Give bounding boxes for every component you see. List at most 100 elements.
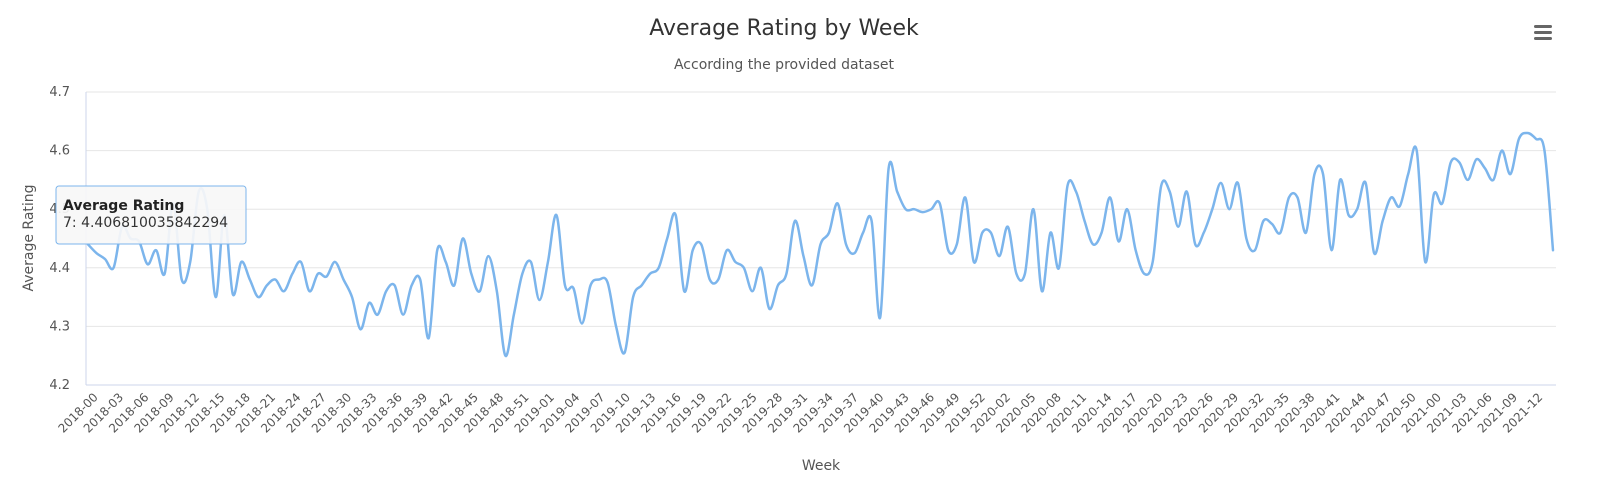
data-point: [1031, 207, 1035, 211]
data-point: [401, 313, 405, 317]
data-point: [273, 278, 277, 282]
data-point: [606, 280, 610, 284]
data-point: [1304, 231, 1308, 235]
data-point: [1406, 172, 1410, 176]
data-point: [1244, 237, 1248, 241]
data-point: [1398, 204, 1402, 208]
data-point: [776, 283, 780, 287]
data-point: [469, 272, 473, 276]
data-point: [580, 321, 584, 325]
data-point: [452, 283, 456, 287]
series-line-average-rating[interactable]: [86, 131, 1555, 357]
data-point: [861, 231, 865, 235]
data-point: [895, 190, 899, 194]
data-point: [1202, 231, 1206, 235]
data-point: [1159, 184, 1163, 188]
data-point: [716, 278, 720, 282]
data-point: [963, 195, 967, 199]
data-point: [103, 257, 107, 261]
data-point: [1355, 207, 1359, 211]
chart-title: Average Rating by Week: [649, 16, 919, 41]
data-point: [1483, 166, 1487, 170]
data-point: [1142, 272, 1146, 276]
data-point: [1423, 260, 1427, 264]
data-point: [1083, 219, 1087, 223]
data-point: [478, 289, 482, 293]
data-point: [1014, 272, 1018, 276]
data-point: [1270, 222, 1274, 226]
series-points: [86, 131, 1555, 358]
data-point: [333, 260, 337, 264]
data-point: [614, 324, 618, 328]
data-point: [691, 248, 695, 252]
data-point: [1551, 248, 1555, 252]
data-point: [342, 278, 346, 282]
data-point: [708, 278, 712, 282]
data-point: [1525, 131, 1529, 135]
data-point: [1168, 190, 1172, 194]
data-point: [1057, 266, 1061, 270]
data-point: [989, 231, 993, 235]
data-point: [1176, 225, 1180, 229]
hamburger-menu-icon[interactable]: [1530, 20, 1556, 46]
data-point: [180, 278, 184, 282]
data-point: [486, 254, 490, 258]
data-point: [912, 207, 916, 211]
data-point: [461, 237, 465, 241]
data-point: [512, 313, 516, 317]
data-point: [929, 207, 933, 211]
data-point: [1287, 195, 1291, 199]
data-point: [444, 260, 448, 264]
data-point: [112, 266, 116, 270]
tooltip: Average Rating 7: 4.406810035842294: [55, 185, 247, 245]
data-point: [1091, 242, 1095, 246]
data-point: [1457, 160, 1461, 164]
data-point: [699, 242, 703, 246]
data-point: [376, 313, 380, 317]
data-point: [418, 278, 422, 282]
data-point: [1151, 260, 1155, 264]
data-point: [682, 289, 686, 293]
data-point: [980, 231, 984, 235]
data-point: [793, 219, 797, 223]
data-point: [1321, 172, 1325, 176]
data-point: [657, 266, 661, 270]
data-point: [503, 354, 507, 358]
data-point: [674, 213, 678, 217]
data-point: [1517, 137, 1521, 141]
data-point: [1185, 190, 1189, 194]
data-point: [231, 292, 235, 296]
data-point: [665, 237, 669, 241]
data-point: [1449, 160, 1453, 164]
data-point: [1338, 178, 1342, 182]
data-point: [819, 242, 823, 246]
data-point: [1210, 207, 1214, 211]
y-tick-label: 4.2: [49, 378, 70, 393]
data-point: [1466, 178, 1470, 182]
x-axis-title: Week: [802, 458, 841, 474]
y-tick-label: 4.4: [49, 261, 70, 276]
data-point: [750, 289, 754, 293]
data-point: [1491, 178, 1495, 182]
data-point: [1534, 137, 1538, 141]
data-point: [597, 278, 601, 282]
data-point: [1415, 149, 1419, 153]
data-point: [1364, 181, 1368, 185]
data-point: [904, 207, 908, 211]
data-point: [631, 295, 635, 299]
data-point: [520, 272, 524, 276]
data-point: [1389, 195, 1393, 199]
data-point: [239, 260, 243, 264]
data-point: [571, 286, 575, 290]
data-point: [256, 295, 260, 299]
data-point: [1023, 272, 1027, 276]
data-point: [938, 201, 942, 205]
data-point: [972, 260, 976, 264]
data-point: [1313, 172, 1317, 176]
data-point: [95, 251, 99, 255]
data-point: [146, 262, 150, 266]
data-point: [350, 295, 354, 299]
data-point: [1253, 248, 1257, 252]
data-point: [1372, 251, 1376, 255]
data-point: [648, 272, 652, 276]
